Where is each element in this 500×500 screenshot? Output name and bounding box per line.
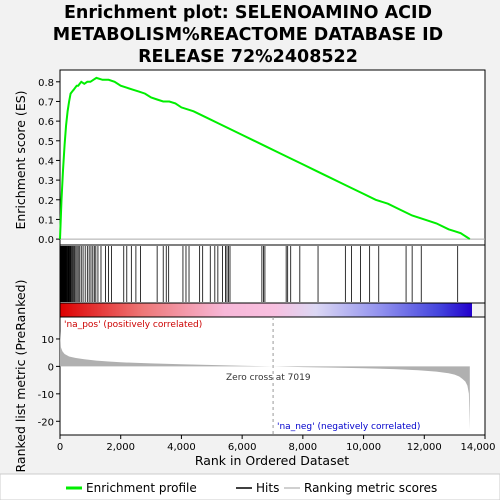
x-tick-label-5: 10,000	[346, 442, 381, 453]
legend-es-label: Enrichment profile	[86, 481, 197, 495]
es-y-tick-label-2: 0.2	[38, 196, 54, 207]
legend-hits-label: Hits	[256, 481, 279, 495]
x-tick-label-3: 6,000	[228, 442, 257, 453]
es-y-label: Enrichment score (ES)	[13, 90, 28, 229]
es-y-tick-label-5: 0.5	[38, 137, 54, 148]
metric-y-tick-label-0: 10	[41, 335, 54, 346]
metric-y-tick-label-1: 0	[48, 362, 54, 373]
x-tick-label-1: 2,000	[106, 442, 135, 453]
es-y-tick-label-1: 0.1	[38, 215, 54, 226]
es-y-tick-label-3: 0.3	[38, 176, 54, 187]
x-tick-label-0: 0	[57, 442, 63, 453]
es-curve	[59, 76, 471, 240]
es-y-tick-label-0: 0.0	[38, 235, 54, 246]
hit-lines	[59, 246, 459, 302]
metric-y-ticks: 10 0 -10 -20	[38, 335, 60, 428]
es-y-tick-label-8: 0.8	[38, 78, 54, 89]
x-tick-label-4: 8,000	[289, 442, 318, 453]
x-ticks: 0 2,000 4,000 6,000 8,000 10,000 12,000 14,000	[57, 435, 496, 453]
es-y-tick-label-6: 0.6	[38, 117, 54, 128]
x-tick-label-2: 4,000	[167, 442, 196, 453]
legend-box	[0, 473, 500, 500]
metric-y-label: Ranked list metric (PreRanked)	[13, 280, 28, 473]
legend-metric-label: Ranking metric scores	[304, 481, 437, 495]
chart-title-line-2: METABOLISM%REACTOME DATABASE ID	[53, 25, 443, 45]
metric-panel	[59, 316, 486, 436]
legend: Enrichment profile Hits Ranking metric s…	[0, 473, 500, 500]
chart-title-line-1: Enrichment plot: SELENOAMINO ACID	[64, 3, 432, 23]
pos-label: 'na_pos' (positively correlated)	[64, 320, 202, 330]
es-y-tick-label-4: 0.4	[38, 156, 54, 167]
zero-cross-label: Zero cross at 7019	[226, 373, 311, 383]
metric-y-tick-label-2: -10	[38, 390, 54, 401]
x-tick-label-7: 14,000	[461, 442, 496, 453]
es-y-ticks: 0.0 0.1 0.2 0.3 0.4 0.5 0.6 0.7 0.8	[38, 78, 60, 246]
rank-color-strip	[60, 303, 472, 317]
chart-title-line-3: RELEASE 72%2408522	[138, 47, 358, 67]
es-y-tick-label-7: 0.7	[38, 97, 54, 108]
x-tick-label-6: 12,000	[407, 442, 442, 453]
metric-y-tick-label-3: -20	[38, 417, 54, 428]
neg-label: 'na_neg' (negatively correlated)	[277, 422, 420, 432]
x-axis-label: Rank in Ordered Dataset	[195, 453, 349, 468]
